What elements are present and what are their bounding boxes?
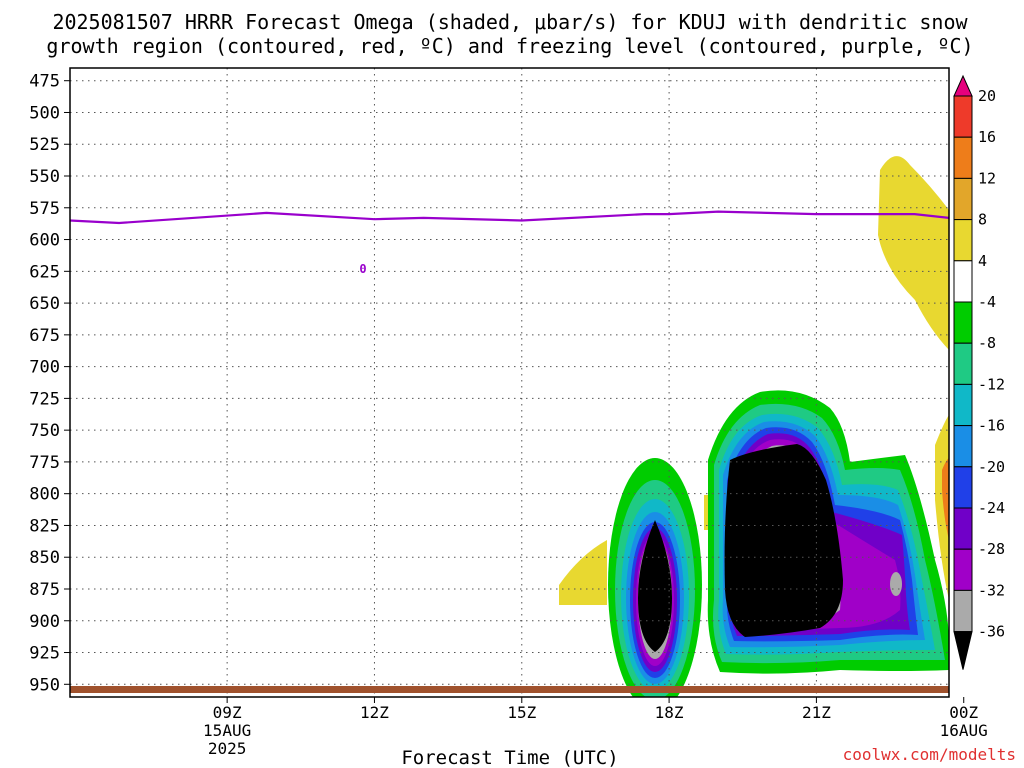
x-tick-date: 15AUG: [203, 721, 251, 740]
y-tick-label: 500: [29, 103, 60, 123]
colorbar-label: 12: [978, 169, 996, 187]
colorbar-label: -8: [978, 334, 996, 352]
y-tick-label: 725: [29, 389, 60, 409]
y-tick-label: 675: [29, 326, 60, 346]
y-tick-label: 800: [29, 485, 60, 505]
freezing-level-label-halo: [358, 262, 368, 274]
colorbar: 20 16 12 8 4 -4 -8 -12 -16 -20 -24 -28 -32 -36: [953, 74, 1005, 670]
colorbar-segment: [953, 301, 973, 344]
y-tick-label: 700: [29, 358, 60, 378]
freezing-level-label-group: 0: [358, 262, 368, 276]
x-tick-year: 2025: [208, 739, 247, 758]
colorbar-segment: [953, 260, 973, 303]
colorbar-segment: [953, 507, 973, 550]
colorbar-segment: [953, 548, 973, 591]
colorbar-label: -20: [978, 458, 1005, 476]
omega-region-sinking-right-core: [942, 458, 949, 540]
y-tick-label: 600: [29, 231, 60, 251]
omega-cell-left: [608, 458, 702, 697]
colorbar-arrow-bottom: [953, 631, 973, 670]
y-tick-label: 575: [29, 199, 60, 219]
colorbar-segment: [953, 383, 973, 427]
colorbar-label: -28: [978, 540, 1005, 558]
x-tick-label: 15Z: [507, 703, 536, 722]
x-tick-label: 00Z: [949, 703, 978, 722]
y-tick-label: 825: [29, 516, 60, 536]
chart-title-line-1: 2025081507 HRRR Forecast Omega (shaded, …: [52, 10, 968, 34]
y-tick-label: 750: [29, 421, 60, 441]
omega-region-sinking-right: [935, 415, 949, 600]
grid-lines: [70, 68, 949, 697]
plot-frame: [69, 67, 950, 698]
y-tick-label: 875: [29, 580, 60, 600]
x-tick-label: 12Z: [360, 703, 389, 722]
omega-band-m32-spot: [890, 572, 902, 596]
colorbar-label: -32: [978, 581, 1005, 599]
omega-core-left: [638, 520, 672, 652]
y-tick-label: 925: [29, 644, 60, 664]
x-tick-label: 21Z: [802, 703, 831, 722]
colorbar-segment: [953, 589, 973, 633]
colorbar-label: -16: [978, 417, 1005, 435]
y-axis: 475 500 525 550 575 600 625 650 675 700 725 750 775 8…: [29, 72, 70, 695]
colorbar-label: 16: [978, 128, 996, 146]
colorbar-arrow-top: [953, 74, 973, 97]
credit-text: coolwx.com/modelts: [843, 745, 1016, 764]
colorbar-label: -24: [978, 499, 1005, 517]
x-tick-date: 16AUG: [940, 721, 988, 740]
colorbar-segment: [953, 219, 973, 262]
colorbar-segment: [953, 95, 973, 138]
colorbar-label: -4: [978, 293, 996, 311]
colorbar-label: -12: [978, 375, 1005, 393]
y-tick-label: 900: [29, 612, 60, 632]
colorbar-label: 20: [978, 87, 996, 105]
x-tick-label: 18Z: [655, 703, 684, 722]
terrain-strip: [70, 686, 949, 693]
freezing-level-contour: [70, 210, 949, 225]
y-tick-label: 775: [29, 453, 60, 473]
omega-region-sinking-sliver: [704, 495, 708, 530]
omega-region-sinking-lower: [559, 540, 607, 605]
y-tick-label: 525: [29, 135, 60, 155]
colorbar-label: -36: [978, 623, 1005, 641]
omega-region-sinking-upper: [878, 156, 949, 350]
y-tick-label: 950: [29, 675, 60, 695]
colorbar-label: 4: [978, 252, 987, 270]
plot-area: 0: [70, 68, 949, 697]
y-tick-label: 650: [29, 294, 60, 314]
x-tick-label: 09Z: [213, 703, 242, 722]
x-axis-title: Forecast Time (UTC): [401, 747, 618, 768]
y-tick-label: 625: [29, 262, 60, 282]
y-tick-label: 475: [29, 72, 60, 92]
colorbar-segment: [953, 136, 973, 179]
colorbar-label: 8: [978, 211, 987, 229]
colorbar-segment: [953, 466, 973, 509]
colorbar-segment: [953, 425, 973, 468]
colorbar-segment: [953, 177, 973, 221]
colorbar-segment: [953, 342, 973, 385]
chart-title-line-2: growth region (contoured, red, ºC) and f…: [46, 34, 973, 58]
y-tick-label: 850: [29, 548, 60, 568]
freezing-level-label: 0: [359, 262, 366, 276]
y-tick-label: 550: [29, 167, 60, 187]
